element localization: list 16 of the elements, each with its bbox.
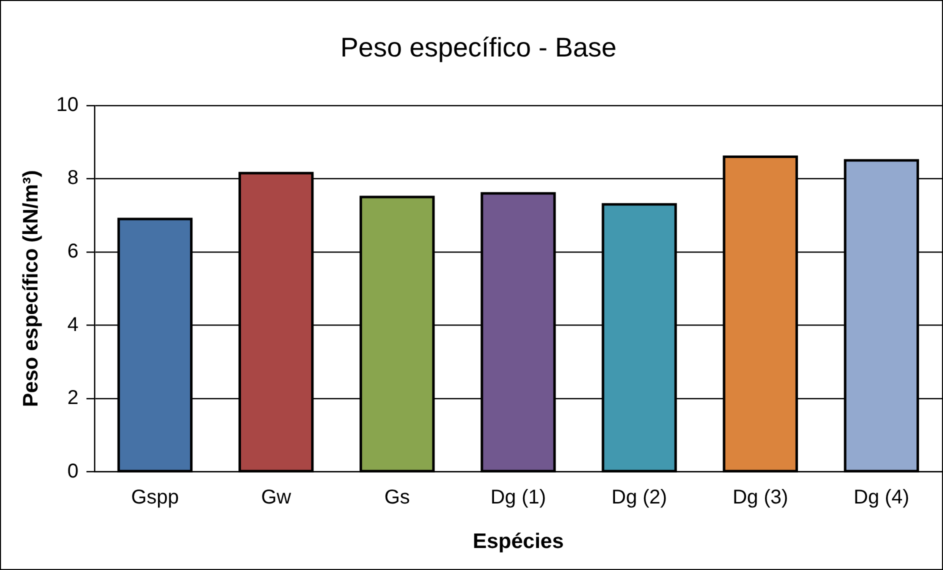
y-tick-label: 8 (67, 167, 78, 190)
x-tick-label: Gw (261, 486, 292, 508)
x-tick-label: Dg (2) (612, 486, 668, 508)
x-tick-label: Dg (4) (854, 486, 910, 508)
x-axis-title: Espécies (472, 530, 564, 554)
x-tick-label: Gspp (131, 486, 179, 508)
x-tick-label: Dg (1) (490, 486, 546, 508)
y-tick-label: 2 (67, 387, 78, 410)
y-tick-label: 0 (67, 460, 78, 482)
chart-title: Peso específico - Base (340, 32, 617, 63)
y-tick-label: 6 (67, 240, 78, 262)
y-tick-label: 4 (67, 314, 78, 336)
y-tick-label: 10 (56, 94, 78, 116)
x-tick-label: Dg (3) (732, 486, 788, 508)
y-axis-title: Peso específico (kN/m³) (19, 170, 42, 408)
x-tick-label: Gs (384, 486, 410, 508)
